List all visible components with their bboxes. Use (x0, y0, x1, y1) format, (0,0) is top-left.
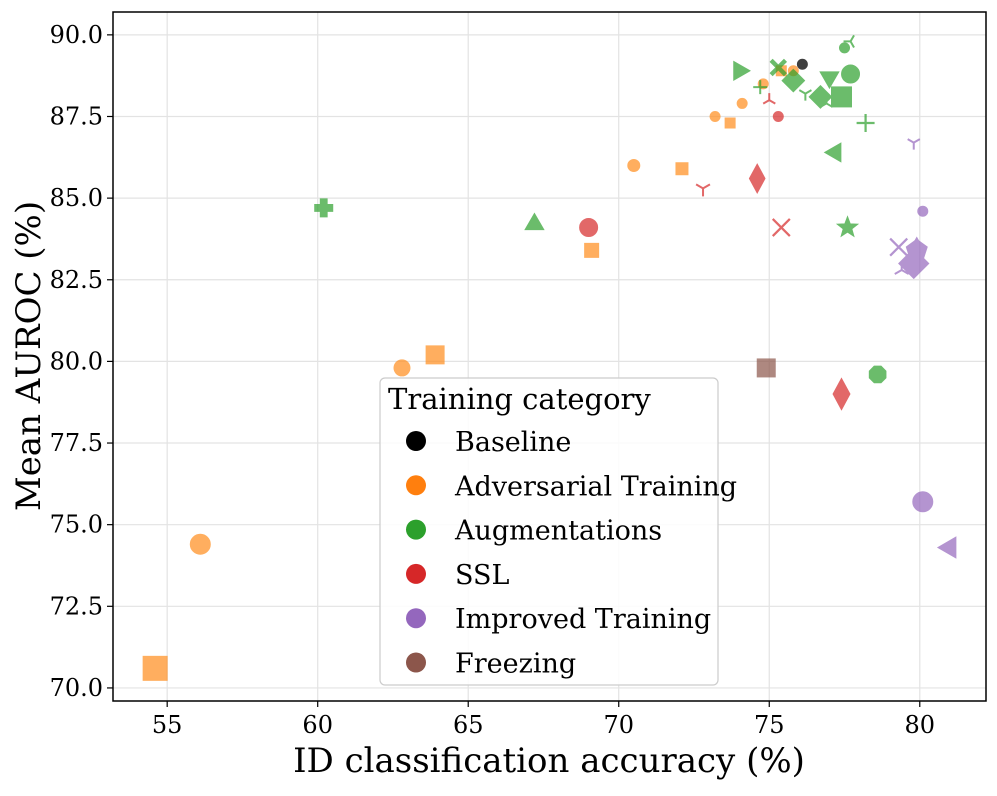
data-point (627, 158, 641, 172)
y-tick-label: 77.5 (50, 429, 103, 457)
data-point (524, 212, 545, 231)
data-point (733, 60, 751, 81)
data-point (796, 58, 808, 70)
data-point (675, 162, 689, 176)
x-tick-label: 75 (754, 711, 785, 739)
data-point (762, 93, 776, 105)
legend-entry-label: Improved Training (455, 604, 711, 635)
legend-entry-label: SSL (455, 560, 510, 591)
data-point (695, 183, 711, 197)
data-point (756, 358, 776, 378)
data-point (831, 86, 852, 108)
y-tick-label: 72.5 (50, 592, 103, 620)
data-point (889, 237, 909, 257)
legend-title: Training category (388, 382, 651, 416)
series-improved-training (889, 138, 957, 559)
data-point (771, 218, 791, 237)
data-point (839, 42, 851, 54)
legend-swatch (406, 431, 426, 451)
data-point (832, 377, 851, 411)
x-tick-label: 65 (453, 711, 484, 739)
series-adversarial-training (142, 65, 799, 681)
data-point (769, 58, 788, 77)
x-tick-label: 55 (152, 711, 183, 739)
legend-entry-label: Freezing (455, 649, 576, 680)
legend-swatch (406, 475, 426, 496)
data-point (841, 64, 861, 84)
data-point (798, 89, 812, 101)
legend-box (379, 377, 719, 686)
y-axis-label: Mean AUROC (%) (9, 201, 49, 511)
data-point (584, 242, 600, 258)
data-point (189, 533, 211, 555)
data-point (393, 359, 411, 377)
y-tick-label: 82.5 (50, 266, 103, 294)
y-tick-label: 80.0 (50, 347, 103, 375)
data-point (724, 117, 736, 129)
x-axis-label: ID classification accuracy (%) (293, 741, 805, 781)
points-layer (142, 34, 957, 681)
data-point (314, 198, 334, 218)
series-baseline (796, 58, 808, 70)
y-tick-label: 75.0 (50, 511, 103, 539)
data-point (835, 215, 860, 238)
x-tick-label: 70 (603, 711, 634, 739)
legend-swatch (406, 608, 426, 629)
y-tick-label: 87.5 (50, 102, 103, 130)
series-augmentations (314, 34, 887, 384)
x-tick-label: 80 (904, 711, 935, 739)
data-point (917, 205, 929, 217)
legend-entry-label: Baseline (455, 427, 571, 458)
data-point (907, 236, 926, 253)
data-point (907, 138, 921, 150)
data-point (856, 114, 875, 133)
series-ssl (579, 93, 851, 411)
data-point (772, 110, 784, 122)
data-point (819, 71, 840, 90)
legend-swatch (406, 519, 426, 540)
legend: Training category Baseline Adversarial Tr… (379, 377, 737, 686)
x-tick-label: 60 (302, 711, 333, 739)
data-point (912, 491, 934, 513)
y-tick-label: 70.0 (50, 674, 103, 702)
data-point (425, 345, 445, 365)
plot-frame (112, 11, 987, 702)
data-point (142, 655, 168, 681)
data-point (748, 163, 766, 194)
legend-swatch (406, 563, 426, 584)
series-freezing (756, 358, 776, 378)
legend-entry-label: Adversarial Training (454, 471, 737, 502)
data-point (823, 142, 842, 163)
ticks-layer: 55 60 65 70 75 80 70.0 72.5 75.0 77.5 80.0 82.5 85.0… (50, 21, 935, 739)
y-tick-label: 90.0 (50, 21, 103, 49)
data-point (753, 80, 768, 95)
data-point (579, 218, 599, 238)
data-point (936, 536, 957, 559)
legend-entry-label: Augmentations (454, 516, 662, 547)
data-point (843, 34, 855, 48)
data-point (781, 68, 806, 93)
data-point (736, 97, 748, 109)
legend-swatch (406, 652, 426, 673)
data-point (868, 365, 887, 384)
data-point (709, 110, 721, 122)
y-tick-label: 85.0 (50, 184, 103, 212)
